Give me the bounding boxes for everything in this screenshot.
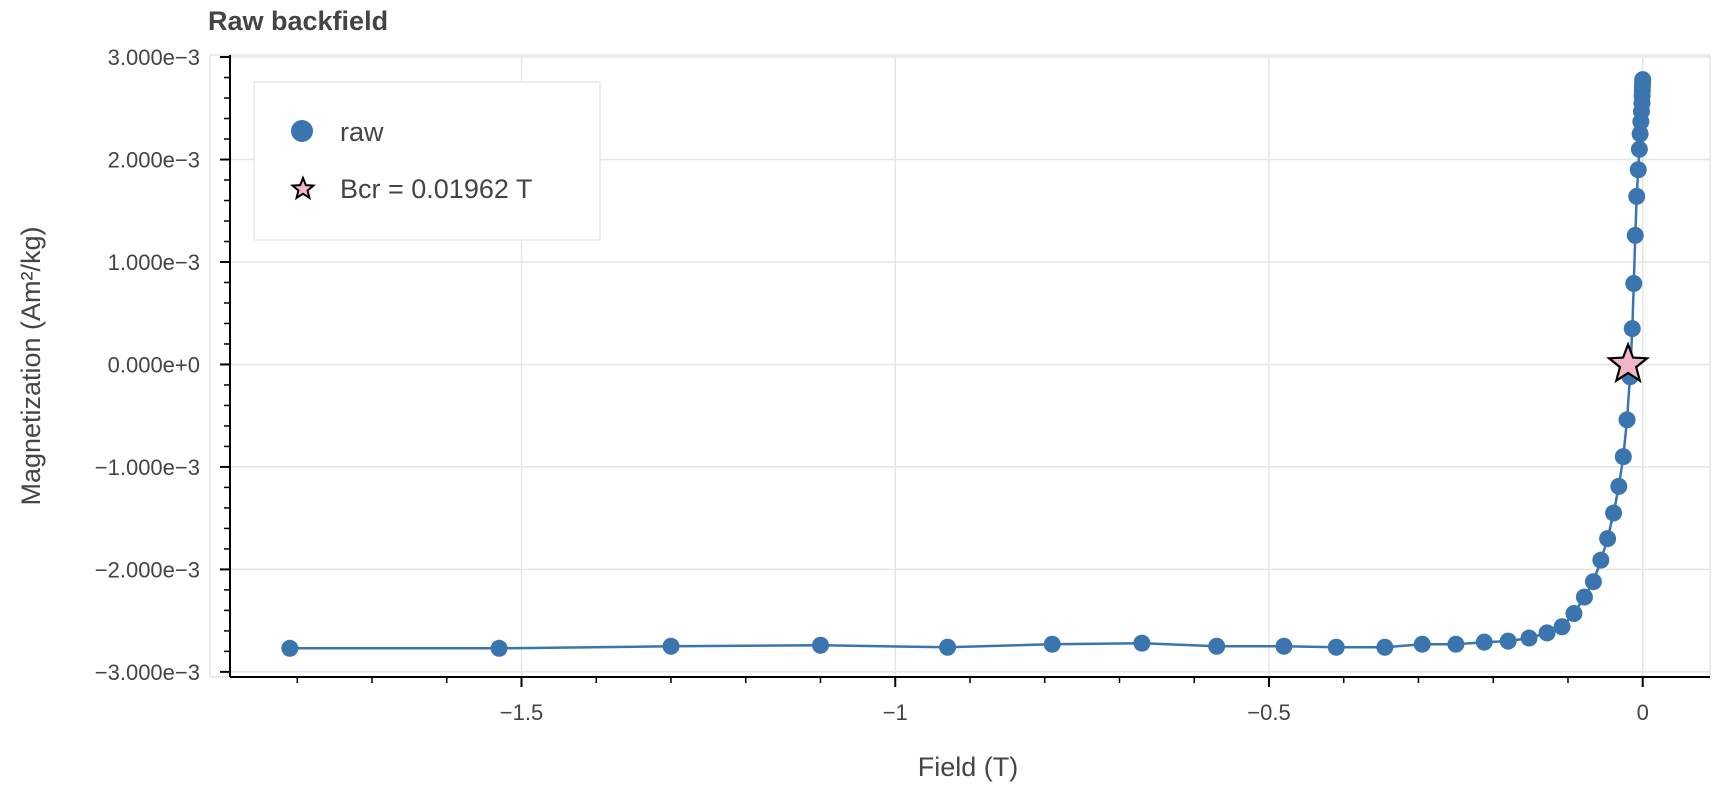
raw-data-point [1553, 618, 1571, 636]
raw-data-point [1413, 635, 1431, 653]
raw-data-point [1623, 320, 1641, 338]
bcr-star-point [1606, 341, 1651, 384]
raw-data-point [1631, 125, 1649, 143]
raw-data-point [1629, 161, 1647, 179]
raw-data-point [281, 639, 299, 657]
raw-data-point [1043, 635, 1061, 653]
raw-data-point [1610, 477, 1628, 495]
raw-data-point [1208, 637, 1226, 655]
raw-data-point [812, 636, 830, 654]
raw-data-point [1630, 140, 1648, 158]
x-tick-label: −1 [883, 700, 908, 725]
raw-data-point [1605, 504, 1623, 522]
raw-data-point [1447, 635, 1465, 653]
raw-data-point [1499, 632, 1517, 650]
raw-data-point [1475, 633, 1493, 651]
legend-bcr-label: Bcr = 0.01962 T [340, 174, 532, 204]
raw-data-point [1275, 637, 1293, 655]
legend: raw Bcr = 0.01962 T [253, 81, 601, 241]
y-tick-label: 0.000e+0 [108, 352, 200, 377]
raw-data-point [1614, 448, 1632, 466]
raw-data-point [939, 638, 957, 656]
raw-data-point [1599, 530, 1617, 548]
grid-lines [230, 55, 1710, 677]
raw-data-point [1575, 588, 1593, 606]
y-tick-label: −1.000e−3 [95, 455, 200, 480]
raw-data-point [662, 637, 680, 655]
raw-data-point [1327, 638, 1345, 656]
x-axis-ticks: −1.5 −1 −0.5 0 [296, 677, 1649, 725]
legend-box [253, 81, 601, 241]
raw-data-point [490, 639, 508, 657]
raw-data-point [1565, 604, 1583, 622]
raw-data-point [1133, 634, 1151, 652]
x-tick-label: −0.5 [1247, 700, 1290, 725]
y-axis-ticks: 3.000e−3 2.000e−3 1.000e−3 0.000e+0 −1.000e−… [95, 45, 230, 685]
y-axis-label: Magnetization (Am²/kg) [16, 226, 46, 505]
raw-data-point [1626, 226, 1644, 244]
raw-data-point [1628, 187, 1646, 205]
y-tick-label: 3.000e−3 [108, 45, 200, 70]
raw-data-point [1520, 629, 1538, 647]
x-tick-label: −1.5 [500, 700, 543, 725]
raw-data-point [1538, 624, 1556, 642]
raw-data-point [1634, 71, 1652, 89]
raw-data-point [1584, 573, 1602, 591]
y-tick-label: −3.000e−3 [95, 660, 200, 685]
chart-title: Raw backfield [208, 6, 389, 36]
legend-raw-marker [291, 120, 313, 142]
raw-data-point [1625, 275, 1643, 293]
raw-data-point [1592, 551, 1610, 569]
legend-star-marker [289, 175, 317, 201]
y-tick-label: −2.000e−3 [95, 557, 200, 582]
legend-raw-label: raw [340, 117, 384, 147]
y-tick-label: 2.000e−3 [108, 148, 200, 173]
series-points-layer [281, 71, 1652, 657]
x-tick-label: 0 [1637, 700, 1649, 725]
raw-data-point [1376, 638, 1394, 656]
y-tick-label: 1.000e−3 [108, 250, 200, 275]
raw-data-point [1618, 411, 1636, 429]
x-axis-label: Field (T) [918, 752, 1019, 782]
